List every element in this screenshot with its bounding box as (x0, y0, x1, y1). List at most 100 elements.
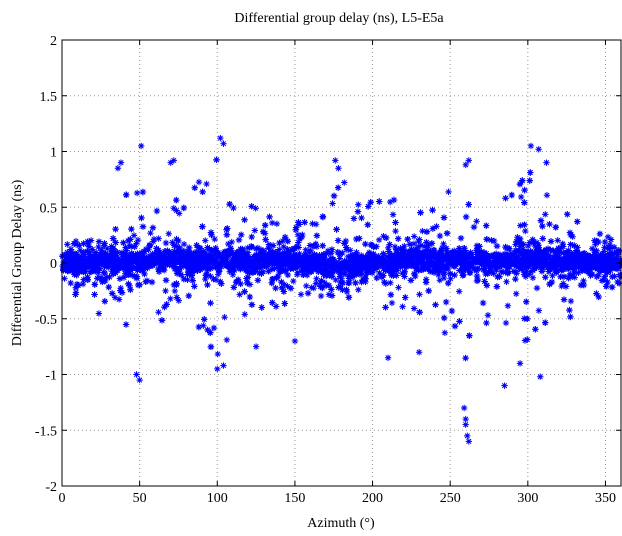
data-point (72, 291, 79, 298)
data-point (543, 262, 550, 269)
data-point (252, 205, 259, 212)
data-point (226, 268, 233, 276)
data-point (371, 261, 378, 269)
data-point (205, 252, 212, 260)
data-point (195, 178, 203, 186)
data-point (212, 276, 220, 283)
data-point (480, 266, 487, 274)
data-point (432, 301, 439, 308)
data-point (279, 237, 286, 245)
data-point (522, 227, 529, 235)
data-point (211, 235, 218, 243)
data-point (611, 259, 618, 266)
data-point (470, 223, 478, 231)
data-point (167, 295, 174, 302)
data-point (531, 265, 538, 272)
data-point (385, 267, 393, 274)
data-point (523, 268, 530, 275)
data-point (102, 260, 110, 268)
data-point (595, 238, 602, 246)
data-point (423, 228, 431, 235)
data-point (235, 248, 243, 256)
data-point (440, 274, 448, 282)
data-point (380, 233, 387, 240)
data-point (228, 238, 235, 246)
data-point (442, 298, 450, 306)
data-point (133, 275, 141, 282)
data-point (535, 251, 543, 258)
data-point (287, 285, 294, 292)
data-point (459, 261, 467, 268)
data-point (319, 242, 326, 249)
data-point (128, 225, 135, 233)
data-point (120, 261, 127, 269)
data-point (188, 272, 196, 279)
data-point (388, 272, 395, 279)
data-point (342, 237, 350, 245)
data-point (199, 223, 206, 230)
data-point (59, 262, 66, 270)
data-point (133, 254, 140, 261)
data-point (410, 233, 418, 240)
data-point (241, 257, 248, 264)
data-point (191, 283, 198, 290)
data-point (123, 247, 130, 254)
data-point (502, 319, 510, 327)
data-point (417, 242, 425, 249)
data-point (164, 247, 171, 254)
data-point (574, 244, 581, 251)
data-point (493, 242, 501, 250)
data-point (229, 250, 237, 258)
data-point (402, 261, 409, 268)
data-point (529, 236, 536, 243)
data-point (409, 256, 417, 263)
chart-title: Differential group delay (ns), L5-E5a (234, 11, 444, 26)
data-point (516, 180, 524, 188)
data-point (423, 239, 430, 246)
data-point (91, 280, 99, 288)
data-point (247, 262, 255, 270)
data-point (567, 262, 575, 270)
data-point (76, 247, 84, 254)
data-point (328, 292, 336, 299)
data-point (245, 254, 252, 262)
data-point (336, 273, 344, 280)
data-point (338, 275, 345, 282)
data-point (185, 292, 192, 300)
data-point (167, 260, 174, 267)
data-point (265, 268, 272, 275)
data-point (415, 257, 422, 265)
data-point (523, 298, 530, 305)
data-point (101, 263, 108, 270)
data-point (139, 267, 146, 274)
data-point (404, 235, 411, 243)
data-point (455, 288, 463, 295)
data-point (173, 294, 181, 301)
data-point (339, 286, 346, 294)
data-point (273, 251, 281, 259)
data-point (329, 268, 337, 276)
data-point (364, 221, 371, 228)
data-point (122, 244, 129, 251)
data-point (386, 241, 393, 248)
data-point (84, 248, 91, 255)
data-point (542, 274, 549, 281)
data-point (139, 223, 147, 230)
data-point (601, 244, 608, 251)
data-point (521, 199, 528, 206)
data-point (236, 252, 244, 260)
data-point (142, 245, 150, 253)
data-point (201, 316, 208, 323)
data-point (301, 252, 308, 259)
data-point (177, 251, 184, 258)
data-point (540, 254, 547, 262)
data-point (306, 242, 314, 249)
data-point (184, 271, 191, 278)
data-point (411, 270, 418, 278)
data-point (614, 255, 621, 262)
data-point (542, 211, 549, 218)
data-point (552, 249, 560, 256)
data-point (443, 230, 451, 237)
data-point (299, 266, 306, 273)
data-point (376, 198, 383, 205)
